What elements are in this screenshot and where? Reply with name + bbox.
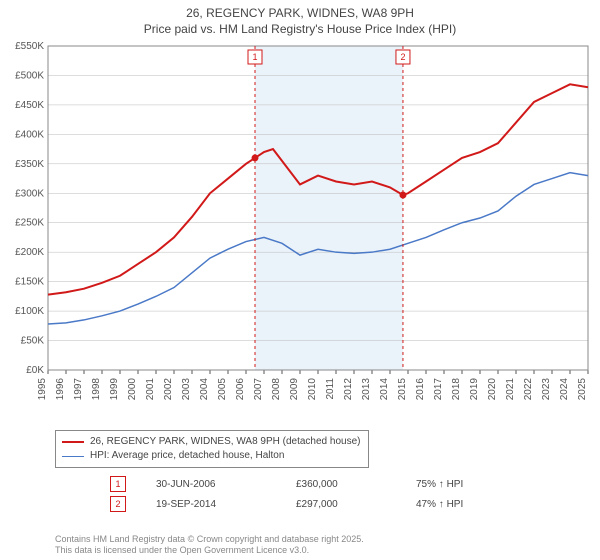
page-title-sub: Price paid vs. HM Land Registry's House … — [0, 22, 600, 38]
svg-text:2021: 2021 — [505, 378, 516, 401]
svg-text:2005: 2005 — [217, 378, 228, 401]
legend-swatch-hpi — [62, 456, 84, 457]
svg-text:1998: 1998 — [91, 378, 102, 401]
svg-text:2011: 2011 — [325, 378, 336, 400]
sale-date: 19-SEP-2014 — [156, 499, 266, 510]
svg-text:£300K: £300K — [15, 188, 44, 199]
svg-text:£150K: £150K — [15, 277, 44, 288]
svg-text:2018: 2018 — [451, 378, 462, 401]
svg-text:2025: 2025 — [577, 378, 588, 401]
legend-swatch-property — [62, 441, 84, 443]
footer-line1: Contains HM Land Registry data © Crown c… — [55, 534, 364, 545]
legend-label-hpi: HPI: Average price, detached house, Halt… — [90, 449, 284, 463]
svg-text:2024: 2024 — [559, 378, 570, 401]
price-chart: £0K £50K £100K £150K £200K £250K £300K £350K £40… — [0, 40, 600, 420]
svg-text:£50K: £50K — [21, 336, 45, 347]
footer-line2: This data is licensed under the Open Gov… — [55, 545, 364, 556]
svg-text:1: 1 — [252, 52, 257, 62]
svg-text:£400K: £400K — [15, 129, 44, 140]
page-title-address: 26, REGENCY PARK, WIDNES, WA8 9PH — [0, 6, 600, 22]
sale-pct: 47% ↑ HPI — [416, 499, 463, 510]
svg-text:2002: 2002 — [163, 378, 174, 401]
svg-text:2013: 2013 — [361, 378, 372, 401]
svg-text:2016: 2016 — [415, 378, 426, 401]
sale-marker-icon: 1 — [110, 476, 126, 492]
svg-text:1996: 1996 — [55, 378, 66, 401]
svg-text:2003: 2003 — [181, 378, 192, 401]
footer-attribution: Contains HM Land Registry data © Crown c… — [55, 534, 364, 556]
sale-pct: 75% ↑ HPI — [416, 479, 463, 490]
svg-text:£500K: £500K — [15, 70, 44, 81]
legend-label-property: 26, REGENCY PARK, WIDNES, WA8 9PH (detac… — [90, 435, 360, 449]
svg-text:2012: 2012 — [343, 378, 354, 401]
svg-text:2008: 2008 — [271, 378, 282, 401]
svg-text:2014: 2014 — [379, 378, 390, 401]
svg-text:2001: 2001 — [145, 378, 156, 401]
sale-date: 30-JUN-2006 — [156, 479, 266, 490]
svg-text:2022: 2022 — [523, 378, 534, 401]
svg-text:2009: 2009 — [289, 378, 300, 401]
svg-text:£0K: £0K — [26, 365, 44, 376]
sale-price: £360,000 — [296, 479, 386, 490]
svg-text:2004: 2004 — [199, 378, 210, 401]
sale-marker-icon: 2 — [110, 496, 126, 512]
svg-text:1997: 1997 — [73, 378, 84, 401]
svg-text:£550K: £550K — [15, 41, 44, 52]
svg-text:£450K: £450K — [15, 100, 44, 111]
legend: 26, REGENCY PARK, WIDNES, WA8 9PH (detac… — [55, 430, 369, 468]
svg-text:2019: 2019 — [469, 378, 480, 401]
svg-text:2015: 2015 — [397, 378, 408, 401]
svg-text:1999: 1999 — [109, 378, 120, 401]
svg-text:£350K: £350K — [15, 159, 44, 170]
svg-text:£250K: £250K — [15, 218, 44, 229]
svg-text:£100K: £100K — [15, 306, 44, 317]
svg-text:2010: 2010 — [307, 378, 318, 401]
sale-row: 1 30-JUN-2006 £360,000 75% ↑ HPI — [110, 476, 463, 492]
sale-price: £297,000 — [296, 499, 386, 510]
svg-text:2007: 2007 — [253, 378, 264, 401]
svg-text:1995: 1995 — [37, 378, 48, 401]
svg-text:2017: 2017 — [433, 378, 444, 401]
sale-row: 2 19-SEP-2014 £297,000 47% ↑ HPI — [110, 496, 463, 512]
svg-text:2000: 2000 — [127, 378, 138, 401]
svg-text:2: 2 — [400, 52, 405, 62]
svg-text:2023: 2023 — [541, 378, 552, 401]
svg-text:2006: 2006 — [235, 378, 246, 401]
svg-text:£200K: £200K — [15, 247, 44, 258]
svg-text:2020: 2020 — [487, 378, 498, 401]
